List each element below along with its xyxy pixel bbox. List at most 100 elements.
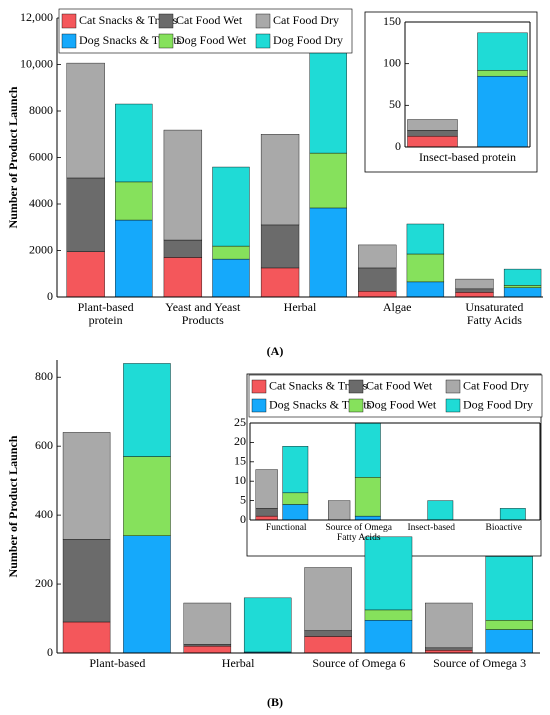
y-tick-label: 25 xyxy=(234,415,246,429)
bar-segment xyxy=(115,103,153,183)
x-tick-label: Yeast and Yeast Products xyxy=(165,301,241,327)
y-tick-label: 0 xyxy=(240,512,246,526)
y-tick-label: 5 xyxy=(240,492,246,506)
x-tick-label: Herbal xyxy=(283,301,317,314)
legend-box xyxy=(58,8,353,54)
bar-segment xyxy=(212,245,250,260)
legend-label: Cat Snacks & Treats xyxy=(79,13,178,27)
x-tick-label: Plant-based xyxy=(89,657,146,670)
bar-segment xyxy=(406,223,445,255)
bar-segment xyxy=(364,536,413,611)
bar-segment xyxy=(309,152,347,209)
legend-swatch xyxy=(255,33,271,49)
bar-segment xyxy=(407,135,458,148)
x-tick-label-box: Insect-based protein xyxy=(419,151,516,164)
bar-segment xyxy=(212,258,250,298)
bar-segment xyxy=(243,597,292,653)
x-tick-label-box: Algae xyxy=(382,301,412,314)
legend-label: Dog Snacks & Treats xyxy=(79,33,182,47)
legend-label: Dog Food Dry xyxy=(273,33,343,47)
bar-segment xyxy=(477,70,528,77)
y-axis-label: Number of Product Launch xyxy=(6,435,20,577)
y-tick-label: 12,000 xyxy=(20,10,53,24)
bar-segment xyxy=(358,244,397,269)
bar-segment xyxy=(282,492,309,505)
y-tick-label: 100 xyxy=(383,55,401,69)
x-tick-label-box: Unsaturated Fatty Acids xyxy=(465,301,523,327)
bar-segment xyxy=(62,621,111,654)
bar-segment xyxy=(255,469,278,509)
x-tick-label-box: Plant-based xyxy=(89,657,146,670)
bar-segment xyxy=(427,500,454,521)
legend-label: Cat Food Dry xyxy=(273,13,339,27)
panel-label: (A) xyxy=(267,344,284,358)
bar-segment xyxy=(328,500,351,521)
legend-swatch xyxy=(348,398,364,413)
y-tick-label: 8000 xyxy=(29,103,53,117)
y-axis-label: Number of Product Launch xyxy=(6,86,20,228)
y-tick-label: 200 xyxy=(35,576,53,590)
x-tick-label: Source of Omega Fatty Acids xyxy=(325,523,392,543)
bar-segment xyxy=(183,602,232,645)
bar-segment xyxy=(123,456,171,536)
y-tick-label: 10,000 xyxy=(20,56,53,70)
y-tick-label: 6000 xyxy=(29,149,53,163)
bar-segment xyxy=(62,432,111,540)
x-tick-label: Source of Omega 3 xyxy=(433,657,527,670)
y-tick-label: 600 xyxy=(35,438,53,452)
y-tick-label: 800 xyxy=(35,369,53,383)
bar-segment xyxy=(163,257,203,298)
bar-segment xyxy=(425,602,473,649)
bar-segment xyxy=(455,278,494,290)
legend-swatch xyxy=(445,379,461,394)
y-tick-label: 15 xyxy=(234,454,246,468)
bar-segment xyxy=(66,177,105,252)
legend-label: Dog Snacks & Treats xyxy=(269,397,372,411)
legend-label: Cat Food Wet xyxy=(176,13,243,27)
bar-segment xyxy=(407,119,458,131)
bar-segment xyxy=(358,290,397,298)
legend-swatch xyxy=(251,379,267,394)
bar-segment xyxy=(455,292,494,298)
bar-segment xyxy=(255,515,278,521)
bar-segment xyxy=(407,130,458,137)
bar-segment xyxy=(183,644,232,647)
bar-segment xyxy=(260,134,300,226)
bar-segment xyxy=(309,51,347,154)
legend-label: Cat Food Wet xyxy=(366,378,433,392)
bar-segment xyxy=(304,567,352,631)
bar-segment xyxy=(354,477,381,517)
y-tick-label: 2000 xyxy=(29,242,53,256)
y-tick-label: 4000 xyxy=(29,196,53,210)
x-tick-label-box: Source of Omega 6 xyxy=(312,657,405,670)
legend-label: Dog Food Dry xyxy=(463,397,533,411)
legend-swatch xyxy=(61,13,77,29)
legend-swatch xyxy=(158,33,174,49)
x-tick-label: Bioactive xyxy=(485,523,522,533)
panel-label: (B) xyxy=(267,695,283,709)
bar-segment xyxy=(183,645,232,654)
bar-segment xyxy=(123,535,171,654)
legend-label: Cat Food Dry xyxy=(463,378,529,392)
bar-segment xyxy=(62,539,111,623)
bar-segment xyxy=(499,508,526,521)
y-tick-label: 0 xyxy=(47,645,53,659)
x-tick-label: Algae xyxy=(382,301,412,314)
bar-segment xyxy=(406,281,445,298)
bar-segment xyxy=(477,32,528,71)
x-tick-label-box: Source of Omega 3 xyxy=(433,657,527,670)
bar-segment xyxy=(358,267,397,292)
bar-segment xyxy=(354,422,381,478)
legend-box xyxy=(248,374,543,418)
y-tick-label: 10 xyxy=(234,473,246,487)
bar-segment xyxy=(309,207,347,298)
y-tick-label: 0 xyxy=(47,289,53,303)
x-tick-label-box: Yeast and Yeast Products xyxy=(165,301,241,327)
bar-segment xyxy=(364,620,413,654)
bar-segment xyxy=(354,515,381,521)
x-tick-label: Insect-based protein xyxy=(419,151,516,164)
bar-segment xyxy=(364,609,413,621)
y-tick-label: 20 xyxy=(234,434,246,448)
legend-label: Cat Snacks & Treats xyxy=(269,378,368,392)
